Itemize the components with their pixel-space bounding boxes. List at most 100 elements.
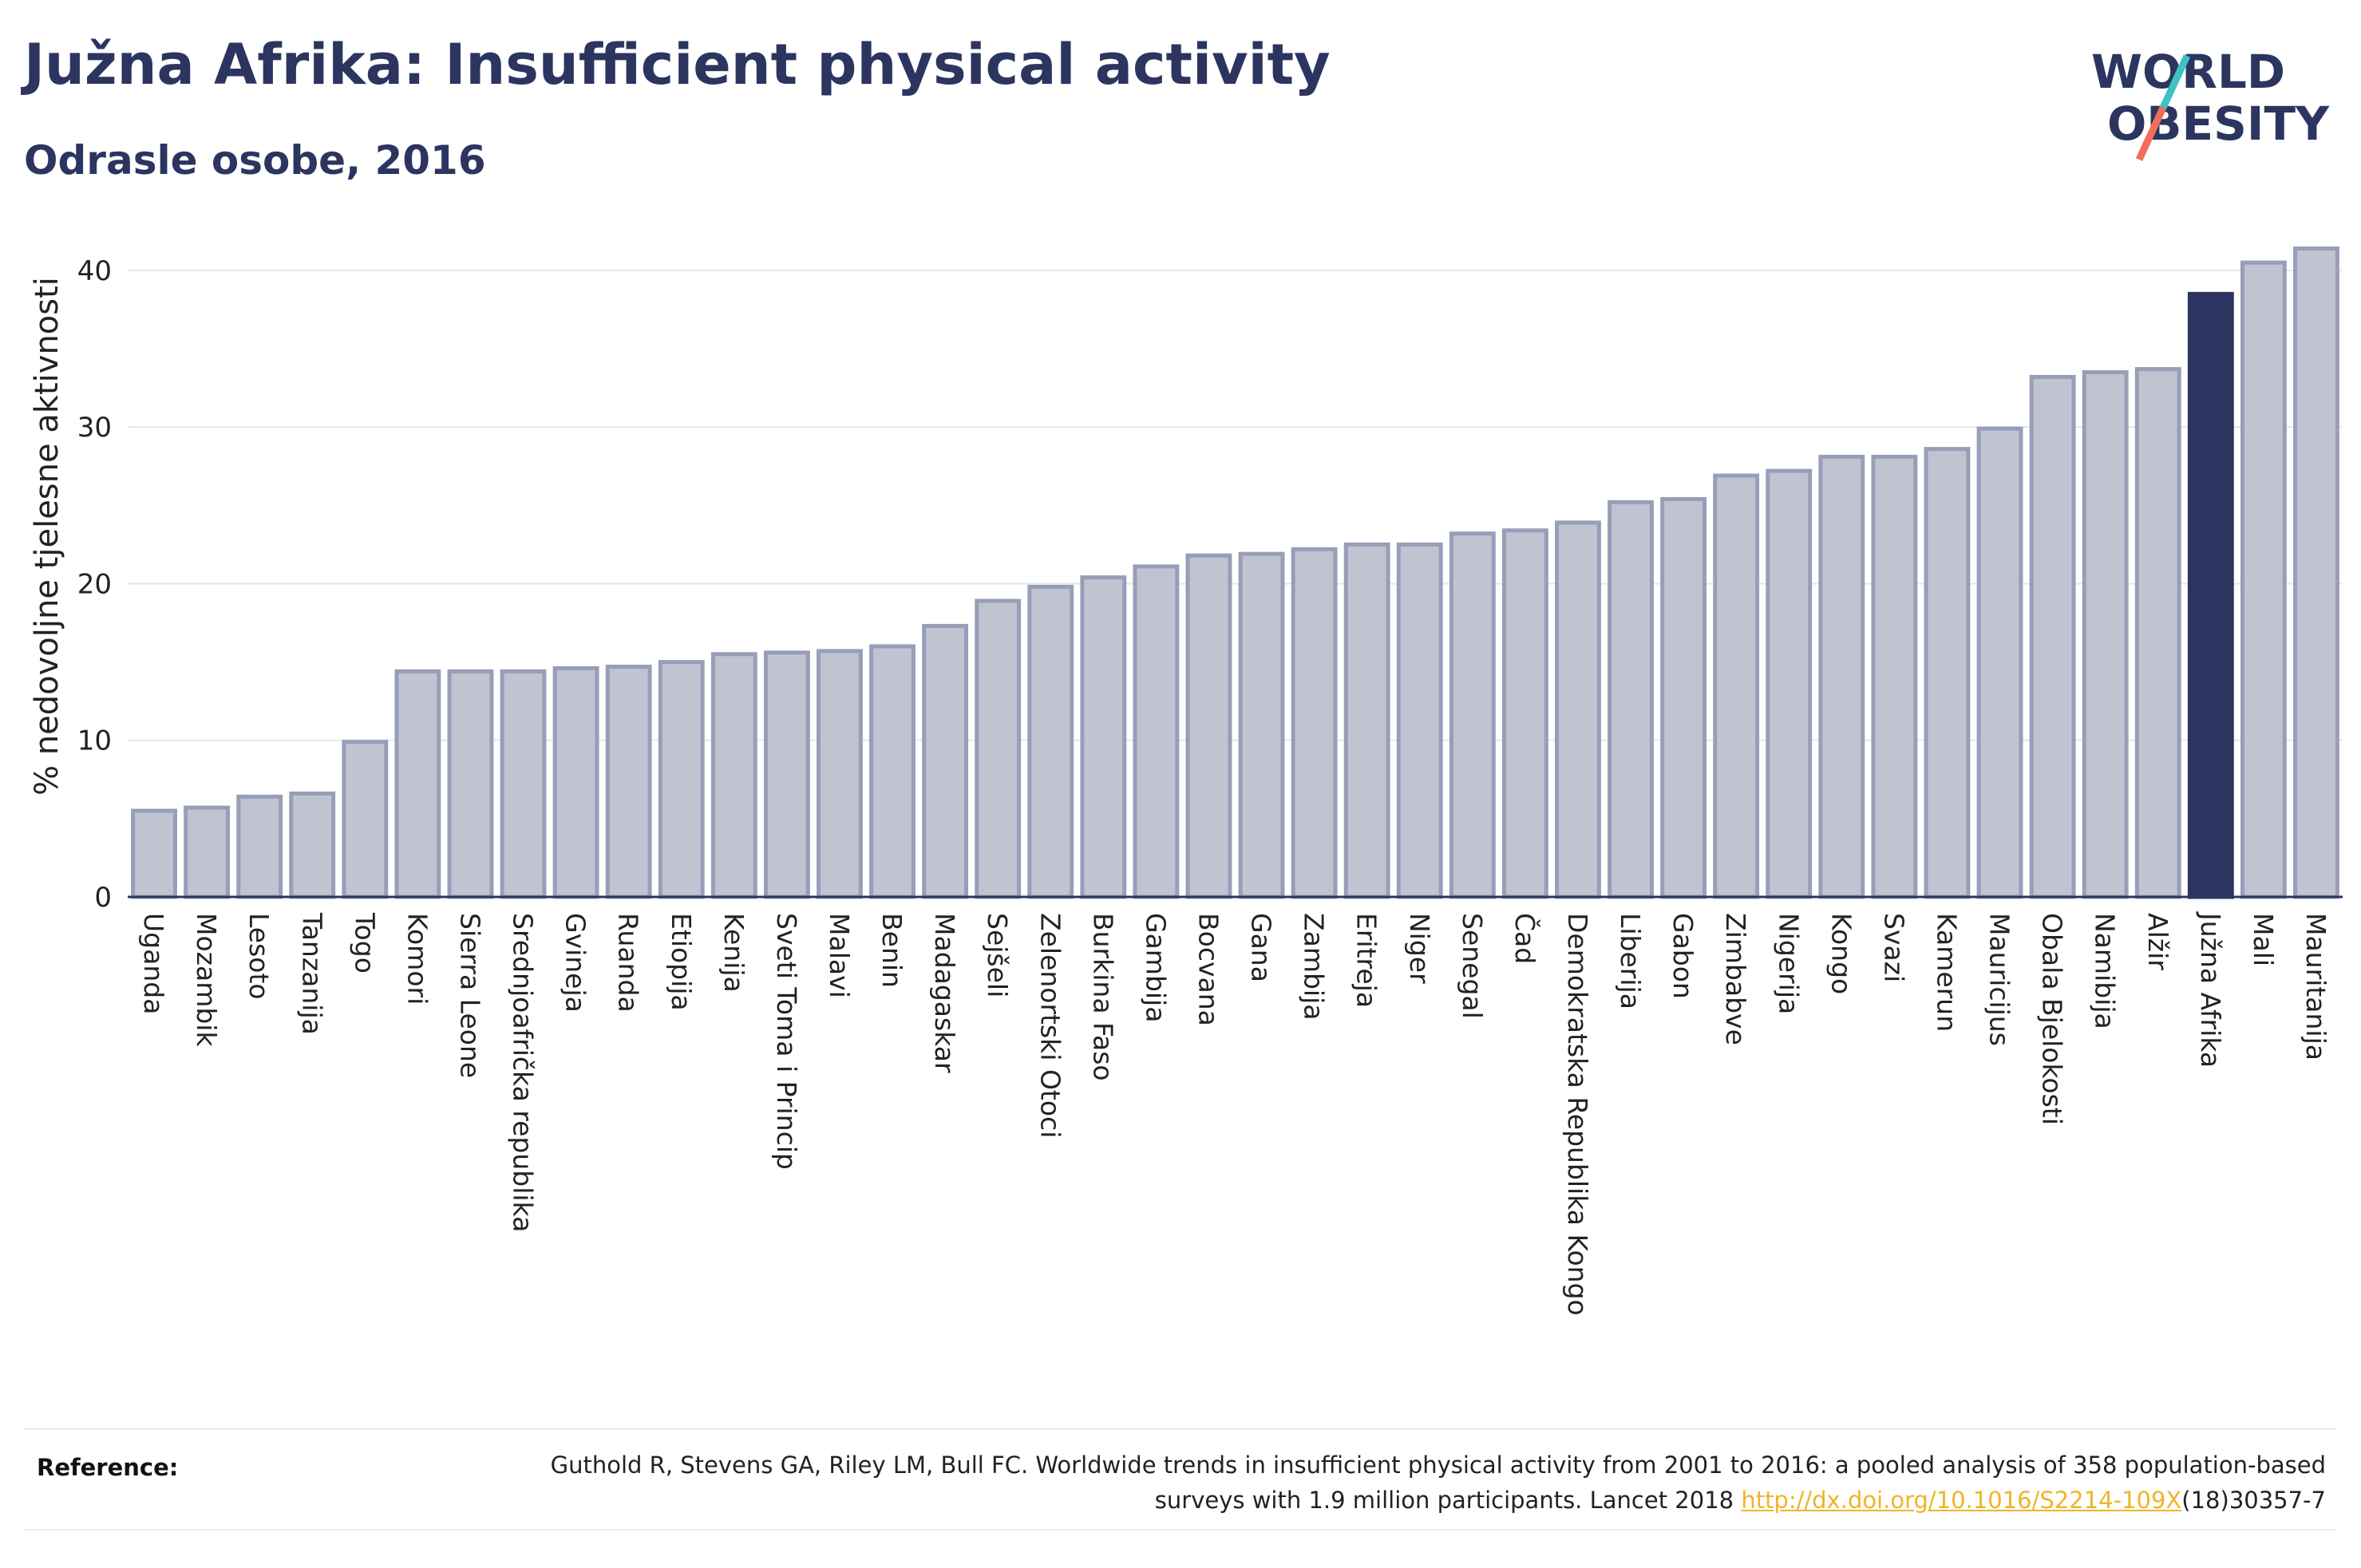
- x-tick-label: Gabon: [1667, 913, 1699, 999]
- x-tick-label: Zimbabve: [1720, 913, 1751, 1045]
- x-tick-label: Kongo: [1825, 913, 1857, 994]
- bar: [1818, 454, 1865, 899]
- x-tick-label: Niger: [1404, 913, 1435, 984]
- x-tick-label: Zelenortski Otoci: [1034, 913, 1066, 1138]
- bar: [1133, 564, 1180, 899]
- y-tick-label: 40: [77, 255, 112, 287]
- x-tick-label: Mali: [2248, 913, 2279, 966]
- reference-text: Guthold R, Stevens GA, Riley LM, Bull FC…: [490, 1448, 2326, 1518]
- bars: [131, 246, 2339, 899]
- x-tick-label: Bocvana: [1192, 913, 1224, 1026]
- x-tick-label: Togo: [349, 912, 380, 974]
- x-tick-label: Sierra Leone: [454, 913, 485, 1078]
- x-tick-label: Gvineja: [560, 913, 591, 1013]
- x-tick-label: Sejšeli: [982, 913, 1013, 997]
- x-tick-label: Južna Afrika: [2195, 911, 2226, 1068]
- bar: [1080, 575, 1127, 899]
- grid-lines: [128, 269, 2343, 741]
- bar: [184, 805, 231, 899]
- bar: [1027, 584, 1074, 899]
- bar: [763, 650, 810, 899]
- world-obesity-logo: WORLD OBESITY: [2091, 45, 2330, 161]
- page-subtitle: Odrasle osobe, 2016: [24, 137, 486, 184]
- x-tick-label: Uganda: [138, 913, 169, 1014]
- x-tick-label: Ruanda: [613, 913, 644, 1013]
- bar: [605, 664, 652, 899]
- x-tick-label: Obala Bjelokosti: [2037, 913, 2068, 1125]
- bar: [869, 644, 916, 899]
- bar: [817, 649, 863, 899]
- reference-box: Reference: Guthold R, Stevens GA, Riley …: [24, 1428, 2337, 1530]
- x-tick-label: Svazi: [1878, 913, 1909, 982]
- x-tick-label: Mauritanija: [2300, 913, 2331, 1060]
- x-tick-label: Kenija: [718, 913, 749, 993]
- bar: [2082, 369, 2129, 899]
- x-tick-label: Čad: [1509, 913, 1541, 964]
- bar: [1238, 551, 1285, 899]
- logo-slash-top: [2159, 54, 2191, 109]
- y-tick-label: 10: [77, 725, 112, 757]
- x-tick-label: Tanzanija: [296, 912, 327, 1035]
- bar: [1185, 553, 1232, 899]
- bar: [710, 652, 757, 899]
- x-tick-label: Madagaskar: [929, 913, 960, 1073]
- y-tick-label: 20: [77, 568, 112, 600]
- bar: [1766, 468, 1813, 899]
- bar-chart: 0 10 20 30 40 Uganda Mozambik Lesoto Tanzanija T…: [29, 246, 2343, 1316]
- x-tick-label: Etiopija: [666, 913, 697, 1011]
- bar: [2293, 246, 2339, 899]
- bar: [1555, 520, 1601, 899]
- page-title: Južna Afrika: Insufficient physical acti…: [24, 32, 1331, 97]
- bar: [2029, 374, 2076, 899]
- x-tick-label: Namibija: [2090, 913, 2121, 1029]
- bar: [131, 808, 177, 899]
- bar: [1343, 542, 1390, 899]
- bar: [922, 623, 969, 899]
- bar: [975, 598, 1022, 899]
- bar: [1501, 528, 1548, 899]
- x-tick-label: Mauricijus: [1984, 913, 2015, 1046]
- bar: [658, 660, 705, 899]
- reference-doi-link[interactable]: http://dx.doi.org/10.1016/S2214-109X: [1741, 1487, 2182, 1514]
- bar: [1449, 531, 1496, 899]
- x-tick-label: Benin: [876, 913, 908, 988]
- x-tick-label: Burkina Faso: [1087, 913, 1118, 1081]
- bar: [1660, 496, 1707, 899]
- x-tick-label: Komori: [401, 913, 433, 1005]
- reference-citation-suffix: (18)30357-7: [2181, 1487, 2326, 1514]
- reference-label: Reference:: [37, 1454, 179, 1481]
- x-tick-label: Kamerun: [1931, 913, 1962, 1032]
- bar: [1924, 447, 1971, 899]
- logo-slash-bottom: [2135, 106, 2167, 161]
- bar: [2240, 260, 2287, 899]
- x-tick-label: Alžir: [2142, 913, 2173, 970]
- x-tick-label: Lesoto: [243, 913, 275, 1000]
- bar: [500, 669, 547, 899]
- x-tick-label: Mozambik: [191, 913, 222, 1047]
- x-tick-label: Nigerija: [1773, 913, 1804, 1014]
- x-tick-label: Malavi: [824, 913, 855, 998]
- x-tick-label: Senegal: [1457, 913, 1488, 1019]
- y-tick-label: 0: [94, 882, 112, 914]
- x-tick-label: Liberija: [1615, 913, 1646, 1009]
- x-tick-label: Gambija: [1140, 913, 1171, 1022]
- bar: [342, 740, 389, 899]
- bar: [394, 669, 441, 899]
- x-tick-label: Sveti Toma i Princip: [771, 913, 802, 1170]
- y-tick-labels: 0 10 20 30 40: [77, 255, 112, 914]
- x-tick-label: Eritreja: [1351, 913, 1382, 1008]
- bar: [1713, 473, 1760, 899]
- y-axis-label: % nedovoljne tjelesne aktivnosti: [29, 277, 65, 796]
- bar: [2134, 367, 2181, 899]
- bar: [289, 791, 336, 899]
- x-tick-labels: Uganda Mozambik Lesoto Tanzanija Togo Komori S…: [138, 911, 2331, 1316]
- y-tick-label: 30: [77, 412, 112, 444]
- bar: [1396, 542, 1443, 899]
- logo-line-1: WORLD: [2091, 45, 2285, 99]
- x-tick-label: Srednjoafrička republika: [508, 913, 539, 1232]
- x-tick-label: Gana: [1246, 913, 1277, 982]
- reference-citation: Guthold R, Stevens GA, Riley LM, Bull FC…: [550, 1451, 2326, 1514]
- bar: [447, 669, 494, 899]
- bar: [1608, 500, 1654, 899]
- bar: [1291, 547, 1338, 899]
